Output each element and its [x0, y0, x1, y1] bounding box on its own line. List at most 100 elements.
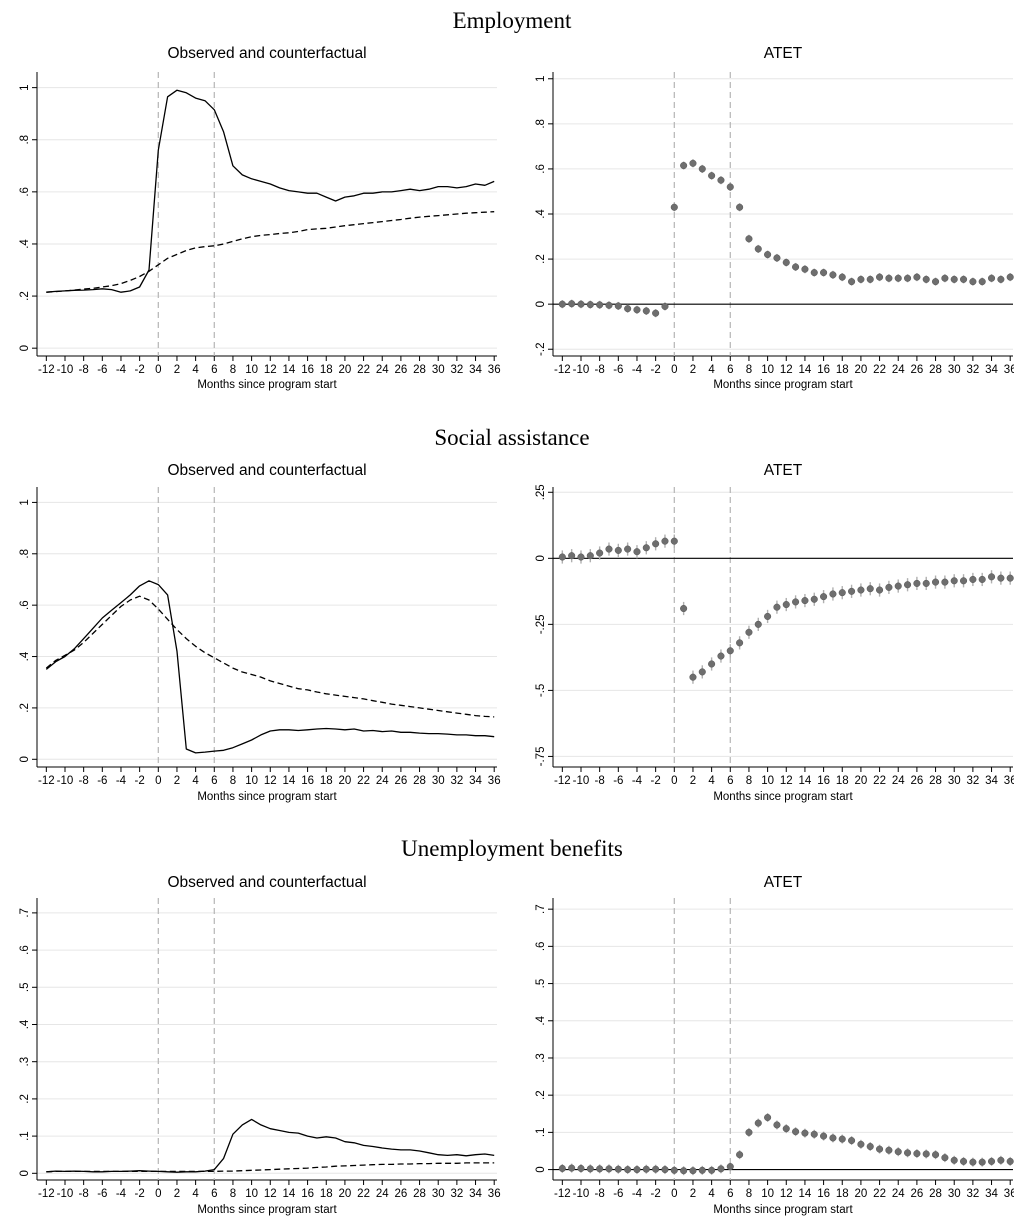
chart-6-point [876, 1145, 884, 1153]
chart-3-x-tick-label: 6 [211, 775, 217, 787]
chart-6-point [670, 1166, 678, 1174]
chart-6-x-tick-label: 16 [817, 1188, 830, 1200]
chart-2-point [661, 302, 669, 310]
chart-2-point [577, 300, 585, 308]
chart-6-x-tick-label: 34 [985, 1188, 998, 1200]
chart-2-point [1006, 273, 1014, 281]
chart-4-x-tick-label: 26 [910, 775, 923, 787]
chart-2-point [754, 245, 762, 253]
chart-4-x-tick-label: -2 [651, 775, 661, 787]
chart-4-point [913, 579, 921, 587]
chart-2-x-tick-label: 14 [799, 364, 812, 376]
chart-3-series-dashed-line [45, 595, 495, 718]
chart-3-y-tick-label: .8 [19, 549, 31, 559]
chart-1-y-tick-label: .2 [19, 291, 31, 301]
chart-6-point [857, 1140, 865, 1148]
chart-6-point [820, 1132, 828, 1140]
chart-6-x-tick-label: 8 [746, 1188, 752, 1200]
chart-4-x-tick-label: 20 [855, 775, 868, 787]
chart-2-point [820, 269, 828, 277]
chart-4-point [568, 552, 576, 560]
chart-4-x-tick-label: -8 [595, 775, 605, 787]
chart-3-x-tick-label: 12 [264, 775, 277, 787]
chart-2-x-tick-label: -6 [613, 364, 623, 376]
chart-5-x-tick-label: -4 [116, 1188, 127, 1200]
chart-5-x-tick-label: 26 [394, 1188, 407, 1200]
chart-5-x-tick-label: 20 [339, 1188, 352, 1200]
chart-3-x-tick-label: 4 [192, 775, 199, 787]
chart-3-x-tick-label: 26 [394, 775, 407, 787]
chart-3-y-tick-label: .4 [19, 651, 31, 661]
chart-5-x-tick-label: -8 [79, 1188, 89, 1200]
chart-2-x-tick-label: 28 [929, 364, 942, 376]
chart-1-y-tick-label: .8 [19, 135, 31, 145]
chart-5-y-tick-label: .3 [19, 1057, 31, 1067]
chart-2-x-tick-label: 24 [892, 364, 905, 376]
chart-4-x-axis-label: Months since program start [713, 791, 853, 803]
chart-3-x-tick-label: -6 [97, 775, 107, 787]
chart-6-point [558, 1164, 566, 1173]
chart-6-point [680, 1167, 688, 1175]
chart-4-point [773, 603, 781, 611]
chart-6-x-tick-label: 20 [855, 1188, 868, 1200]
chart-5-y-tick-label: .2 [19, 1094, 31, 1104]
chart-5-x-tick-label: 12 [264, 1188, 277, 1200]
chart-6-point [885, 1146, 893, 1154]
chart-5-x-tick-label: 36 [488, 1188, 501, 1200]
chart-1-x-tick-label: -2 [135, 364, 145, 376]
chart-panel-3: Observed and counterfactual 0 .2 .4 .6 .8 1 -12… [19, 462, 501, 803]
chart-6-point [605, 1165, 613, 1173]
chart-1-y-tick-label: 1 [19, 84, 31, 90]
chart-6-title: ATET [764, 874, 803, 891]
chart-3-x-tick-label: 0 [155, 775, 161, 787]
chart-2-x-tick-label: -10 [573, 364, 590, 376]
chart-6-y-tick-label: .3 [535, 1053, 547, 1063]
chart-6-point [736, 1151, 744, 1159]
chart-2-x-tick-label: 4 [708, 364, 715, 376]
chart-6-x-tick-label: 4 [708, 1188, 715, 1200]
chart-2-point [745, 235, 753, 243]
chart-6-x-tick-label: 28 [929, 1188, 942, 1200]
chart-2-point [810, 269, 818, 277]
chart-2-point [969, 278, 977, 286]
chart-4-point [680, 604, 688, 613]
chart-2-point [773, 254, 781, 262]
chart-4-point [726, 647, 734, 655]
chart-3-x-tick-label: 24 [376, 775, 389, 787]
chart-6-x-tick-label: -4 [632, 1188, 643, 1200]
chart-5-x-axis-label: Months since program start [197, 1204, 337, 1216]
chart-4-point [801, 597, 809, 605]
chart-5-x-tick-label: 30 [432, 1188, 445, 1200]
chart-2-y-tick-label: 0 [535, 301, 547, 307]
chart-6-point [624, 1166, 632, 1174]
chart-4-point [624, 545, 632, 553]
chart-6-y-tick-label: .4 [535, 1015, 547, 1025]
chart-1-title: Observed and counterfactual [167, 45, 366, 62]
chart-3-x-tick-label: 14 [283, 775, 296, 787]
chart-4-point [810, 595, 818, 603]
chart-4-point [782, 600, 790, 609]
chart-5-x-tick-label: 34 [469, 1188, 482, 1200]
chart-6-point [717, 1165, 725, 1173]
chart-2-point [801, 265, 809, 273]
chart-6-point [950, 1156, 958, 1164]
chart-3-x-tick-label: 2 [174, 775, 180, 787]
chart-5-x-tick-label: 14 [283, 1188, 296, 1200]
chart-1-x-tick-label: 4 [192, 364, 199, 376]
chart-4-x-tick-label: 34 [985, 775, 998, 787]
chart-4-point [689, 673, 697, 681]
chart-5-x-tick-label: 6 [211, 1188, 217, 1200]
chart-4-point [717, 652, 725, 660]
chart-2-point [614, 302, 622, 310]
chart-6-x-tick-label: 22 [873, 1188, 886, 1200]
chart-2-point [866, 275, 874, 283]
chart-1-x-tick-label: 10 [245, 364, 258, 376]
chart-5-y-tick-label: .6 [19, 945, 31, 955]
chart-2-point [950, 275, 958, 283]
chart-4-point [698, 668, 706, 676]
chart-6-y-tick-label: .7 [535, 904, 547, 914]
chart-4-point [941, 578, 949, 586]
chart-4-point [670, 537, 678, 545]
chart-2-point [624, 305, 632, 313]
chart-5-x-tick-label: 16 [301, 1188, 314, 1200]
